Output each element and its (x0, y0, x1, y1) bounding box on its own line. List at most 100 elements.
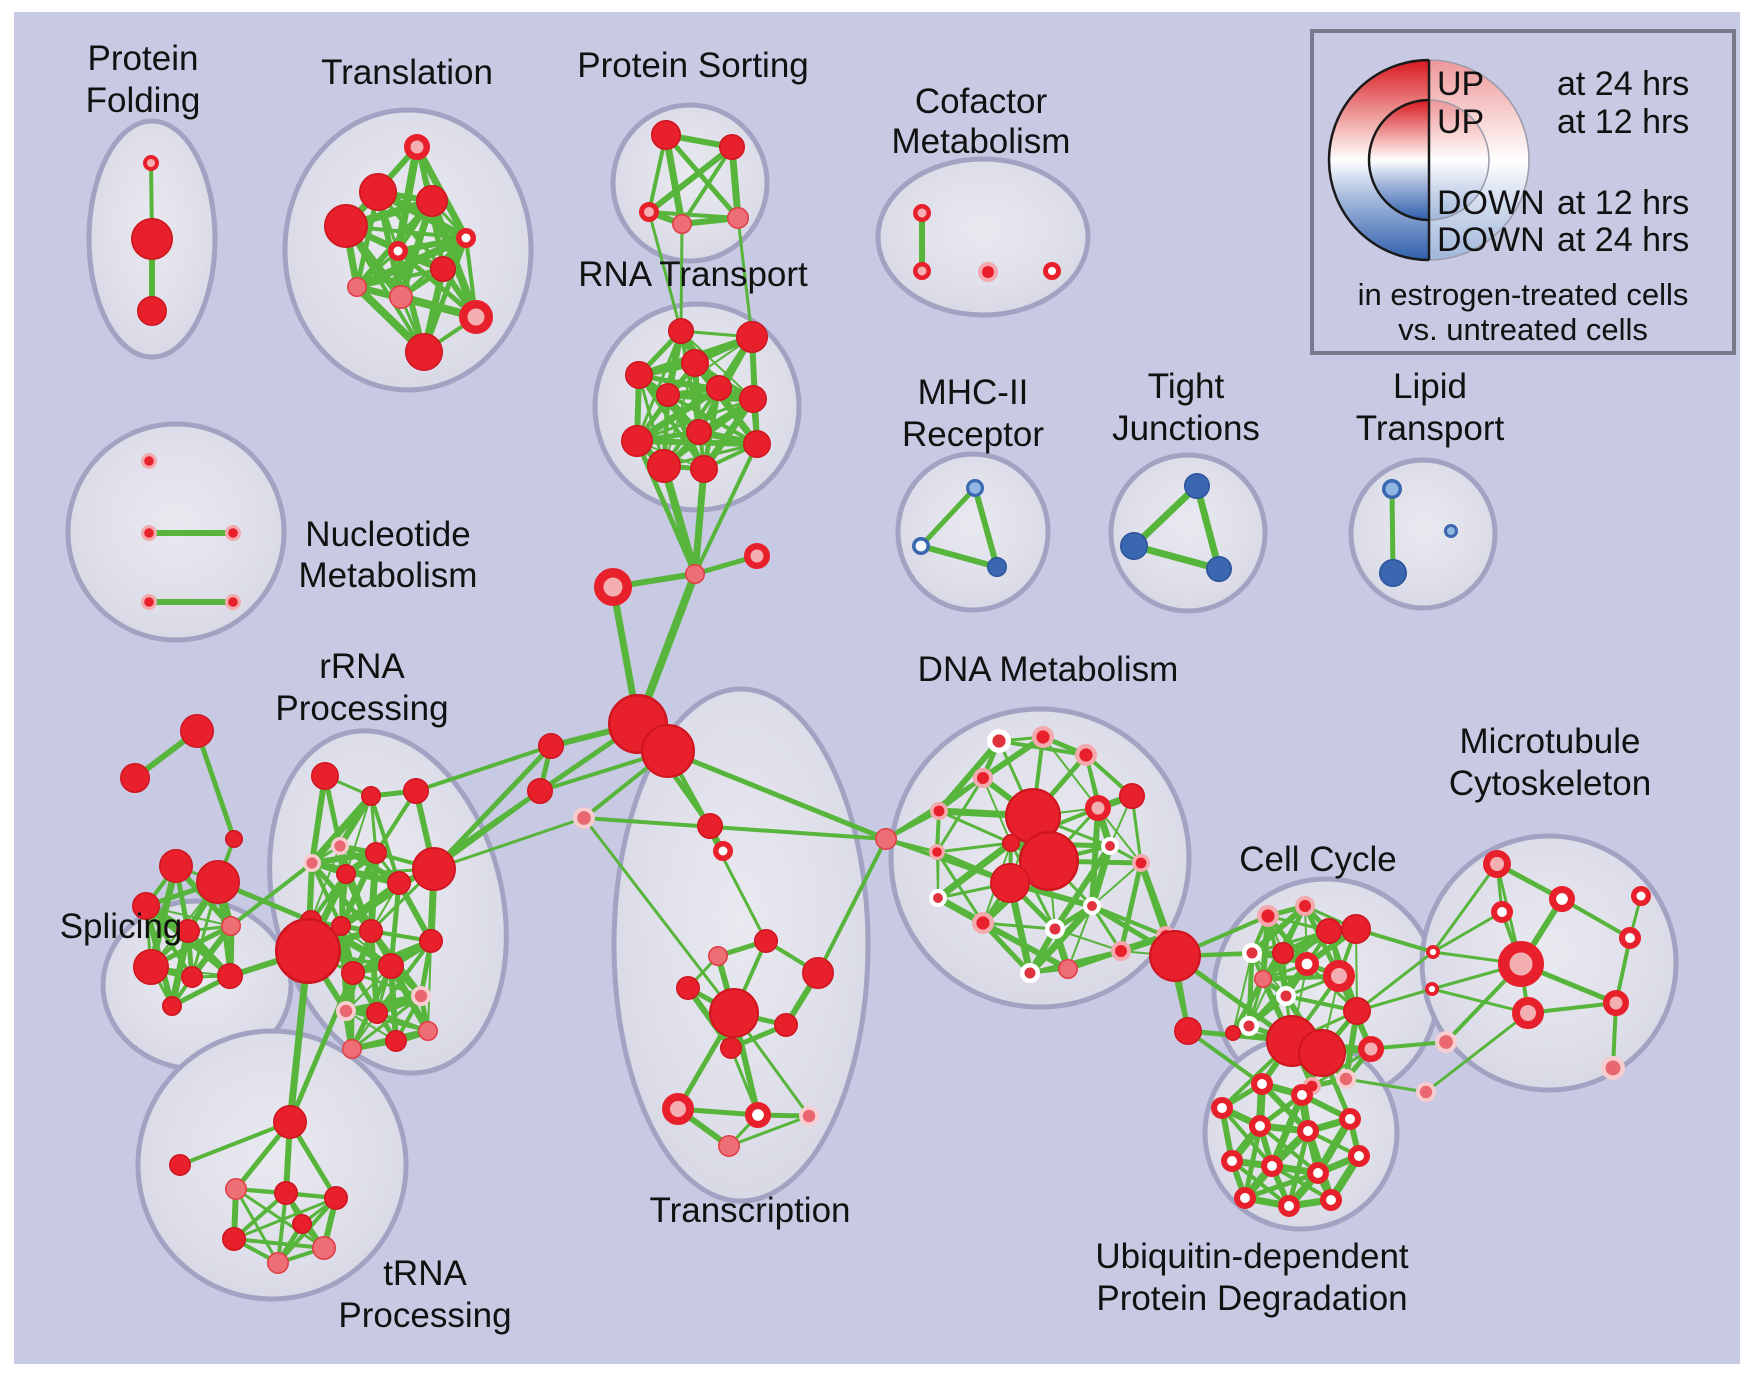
gene-node-splicing (162, 996, 182, 1016)
gene-node-dna-metabolism (1058, 959, 1078, 979)
network-edge (1186, 1029, 1264, 1086)
gene-node-cofactor-metabolism (1042, 262, 1061, 281)
gene-node-rna-transport (621, 425, 653, 457)
gene-node-cell-cycle (1254, 970, 1272, 988)
gene-node-rrna-processing (387, 871, 411, 895)
network-edge (1130, 482, 1201, 550)
network-edge (310, 861, 343, 928)
microtubule-cytoskeleton-label: Microtubule (1460, 722, 1641, 761)
gene-node-microtubule-cytoskeleton (1483, 850, 1511, 878)
microtubule-cytoskeleton-boundary (1419, 833, 1679, 1093)
gene-node-dna-metabolism (1174, 1017, 1202, 1045)
network-edge (145, 905, 232, 927)
network-edge (982, 777, 1012, 844)
trna-processing-label: Processing (338, 1296, 511, 1335)
network-edge (727, 1114, 811, 1148)
network-edge (972, 485, 1000, 570)
network-edge (666, 393, 759, 446)
gene-node-ubiquitin-degradation (1307, 1162, 1330, 1185)
mhc-ii-receptor-label: MHC-II (918, 373, 1029, 412)
gene-node-translation (347, 277, 367, 297)
network-edge (980, 920, 1033, 976)
network-edge (414, 744, 553, 793)
dna-metabolism-label: DNA Metabolism (918, 650, 1179, 689)
gene-node-dna-metabolism (1031, 726, 1054, 749)
gene-node-bridge-nodes (1425, 981, 1440, 996)
network-edge (582, 816, 736, 1015)
gene-node-rna-transport (736, 321, 768, 353)
network-edge (935, 841, 1013, 854)
nucleotide-metabolism-label: Metabolism (299, 556, 478, 595)
transcription-label: Transcription (650, 1191, 851, 1230)
gene-node-dna-metabolism (973, 768, 993, 788)
network-edge (918, 543, 1000, 570)
mhc-ii-receptor-boundary (895, 451, 1051, 613)
legend-outer-arc-right (1428, 59, 1530, 261)
gene-node-tight-junctions (1184, 473, 1210, 499)
nucleotide-metabolism-label: Nucleotide (305, 515, 470, 554)
gene-node-dna-metabolism (989, 862, 1030, 903)
gene-node-backbone (875, 828, 897, 850)
gene-node-dna-metabolism (1085, 795, 1111, 821)
gene-node-backbone (594, 568, 632, 606)
network-edge (680, 330, 754, 400)
gene-node-transcription (697, 813, 723, 839)
network-edge (1130, 542, 1223, 573)
protein-folding-label: Protein (88, 39, 199, 78)
gene-node-cell-cycle (1323, 960, 1355, 992)
network-edge (582, 816, 888, 841)
network-edge (1246, 950, 1255, 1029)
gene-node-transcription (720, 1037, 742, 1059)
translation-label: Translation (321, 53, 493, 92)
gene-node-ubiquitin-degradation (1211, 1097, 1234, 1120)
network-edge (1067, 905, 1093, 970)
gene-node-microtubule-cytoskeleton (1603, 990, 1629, 1016)
network-edge (1430, 987, 1530, 1015)
network-edge (647, 210, 683, 333)
gene-node-cell-cycle (1239, 1016, 1259, 1036)
legend-row-direction: DOWN (1437, 184, 1545, 222)
gene-node-transcription (799, 1106, 820, 1127)
gene-node-rrna-processing (419, 929, 443, 953)
gene-node-trna-processing (312, 1236, 336, 1260)
gene-node-rrna-processing (361, 786, 381, 806)
gene-node-rrna-processing (359, 919, 383, 943)
gene-node-rrna-processing (335, 1001, 356, 1022)
gene-node-rrna-processing (410, 986, 431, 1007)
gene-node-cell-cycle (1242, 943, 1262, 963)
legend-row-time: at 24 hrs (1557, 221, 1689, 259)
gene-node-protein-folding (130, 217, 173, 260)
network-edge (1270, 1164, 1333, 1202)
gene-node-backbone (527, 778, 553, 804)
gene-node-dna-metabolism (928, 843, 945, 860)
network-edge (345, 795, 372, 875)
network-edge (646, 144, 735, 215)
network-edge (194, 728, 237, 842)
gene-node-dna-metabolism (972, 912, 995, 935)
gene-node-rna-transport (668, 318, 694, 344)
network-edge (937, 809, 1013, 845)
gene-node-ubiquitin-degradation (1261, 1155, 1284, 1178)
gene-node-microtubule-cytoskeleton (1631, 886, 1651, 906)
gene-node-rna-transport (690, 455, 718, 483)
legend-faded-half (1429, 60, 1529, 260)
network-edge (234, 1187, 326, 1250)
gene-node-nucleotide-metabolism (225, 524, 242, 541)
gene-node-transcription (676, 976, 700, 1000)
gene-node-splicing-triangle (225, 830, 243, 848)
network-edge (665, 748, 889, 842)
network-edge (344, 224, 426, 354)
gene-node-splicing (176, 919, 200, 943)
network-edge (660, 462, 699, 578)
gene-node-dna-metabolism (1045, 919, 1065, 939)
network-edge (350, 994, 423, 1051)
gene-node-translation (324, 204, 369, 249)
network-edge (691, 465, 708, 578)
network-edge (884, 837, 1012, 885)
gene-node-transcription (662, 1093, 694, 1125)
gene-node-rna-transport (739, 385, 767, 413)
gene-node-bridge-nodes (1416, 1082, 1437, 1103)
gene-node-rrna-processing (336, 864, 356, 884)
trna-processing-boundary (135, 1028, 409, 1302)
